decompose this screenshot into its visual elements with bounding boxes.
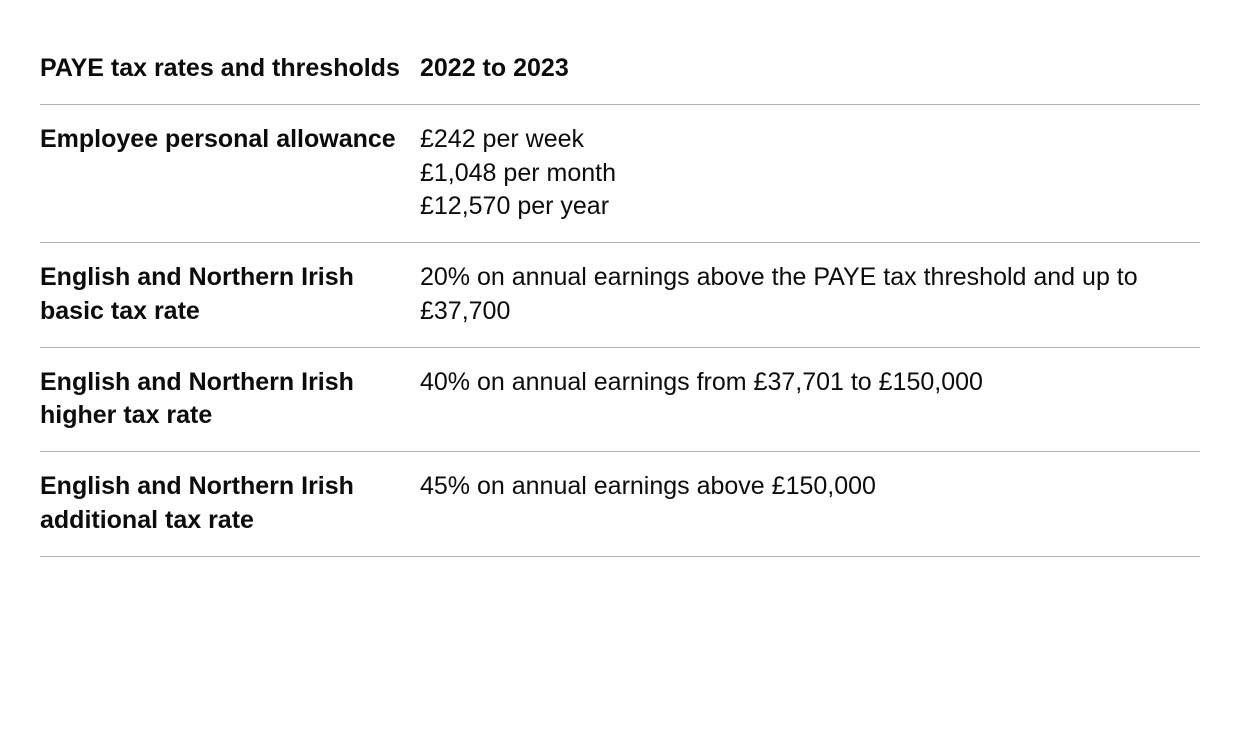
row-label: English and Northern Irish basic tax rat…: [40, 243, 420, 348]
paye-tax-table: PAYE tax rates and thresholds 2022 to 20…: [40, 40, 1200, 557]
value-line: 20% on annual earnings above the PAYE ta…: [420, 261, 1190, 329]
table-row: English and Northern Irish basic tax rat…: [40, 243, 1200, 348]
table-row: English and Northern Irish additional ta…: [40, 452, 1200, 557]
table-header-row: PAYE tax rates and thresholds 2022 to 20…: [40, 40, 1200, 104]
row-value: 20% on annual earnings above the PAYE ta…: [420, 243, 1200, 348]
table-row: Employee personal allowance £242 per wee…: [40, 104, 1200, 242]
row-label: English and Northern Irish additional ta…: [40, 452, 420, 557]
row-value: 40% on annual earnings from £37,701 to £…: [420, 347, 1200, 452]
value-line: £1,048 per month: [420, 157, 1190, 191]
row-label: Employee personal allowance: [40, 104, 420, 242]
value-line: £242 per week: [420, 123, 1190, 157]
table-row: English and Northern Irish higher tax ra…: [40, 347, 1200, 452]
value-line: 45% on annual earnings above £150,000: [420, 470, 1190, 504]
row-label: English and Northern Irish higher tax ra…: [40, 347, 420, 452]
header-left: PAYE tax rates and thresholds: [40, 40, 420, 104]
row-value: 45% on annual earnings above £150,000: [420, 452, 1200, 557]
value-line: £12,570 per year: [420, 190, 1190, 224]
row-value: £242 per week £1,048 per month £12,570 p…: [420, 104, 1200, 242]
value-line: 40% on annual earnings from £37,701 to £…: [420, 366, 1190, 400]
header-right: 2022 to 2023: [420, 40, 1200, 104]
